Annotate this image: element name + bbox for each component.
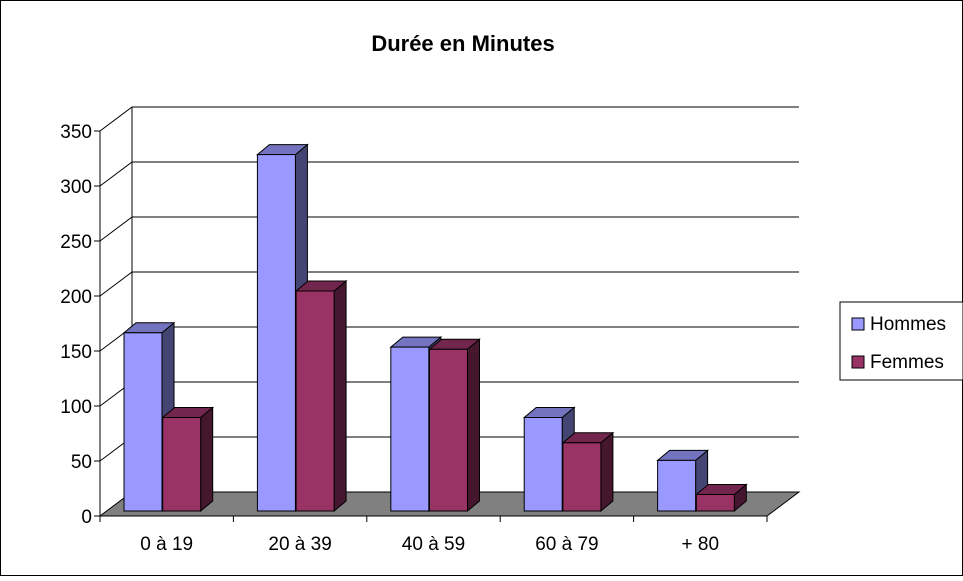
bar-femmes <box>428 338 481 513</box>
axes: 0 50 100 150 200 250 300 350 0 à 19 20 à 39 40 à 5… <box>60 122 768 555</box>
bar-hommes <box>122 321 176 513</box>
gridline <box>99 106 799 132</box>
gridline <box>99 271 799 297</box>
x-tick-label: 40 à 59 <box>402 534 465 555</box>
chart-title: Durée en Minutes <box>371 31 554 56</box>
bar-femmes <box>694 483 748 513</box>
bar-femmes <box>161 406 215 513</box>
legend: Hommes Femmes <box>839 301 963 381</box>
legend-label: Hommes <box>870 314 946 335</box>
x-tick-label: 20 à 39 <box>268 534 331 555</box>
x-tick-label: 60 à 79 <box>535 534 598 555</box>
gridline <box>99 161 799 187</box>
y-tick-label: 300 <box>60 177 92 198</box>
y-tick-label: 150 <box>60 342 92 363</box>
bar-femmes <box>561 431 615 513</box>
x-tick-label: + 80 <box>682 534 720 555</box>
y-tick-label: 350 <box>60 122 92 143</box>
legend-label: Femmes <box>870 352 944 373</box>
y-tick-label: 200 <box>60 287 92 308</box>
legend-swatch <box>851 355 865 369</box>
y-tick-label: 50 <box>71 452 92 473</box>
y-tick-label: 0 <box>81 507 92 528</box>
x-tick-label: 0 à 19 <box>140 534 193 555</box>
gridline <box>99 216 799 242</box>
bar-femmes <box>294 279 348 513</box>
bars <box>122 143 748 513</box>
y-tick-label: 100 <box>60 397 92 418</box>
y-tick-label: 250 <box>60 232 92 253</box>
bar-hommes <box>656 449 709 513</box>
legend-swatch <box>851 317 865 331</box>
